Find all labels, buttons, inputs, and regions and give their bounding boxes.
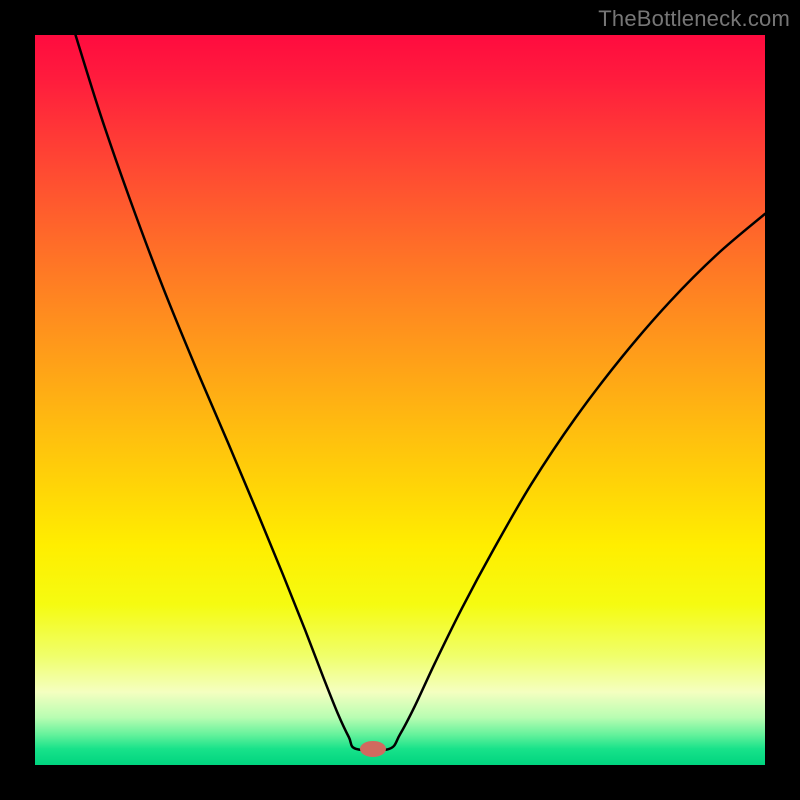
gradient-background [35,35,765,765]
optimal-point-marker [360,741,386,757]
plot-area [35,35,765,765]
chart-svg [0,0,800,800]
watermark-text: TheBottleneck.com [598,6,790,32]
chart-stage: TheBottleneck.com [0,0,800,800]
